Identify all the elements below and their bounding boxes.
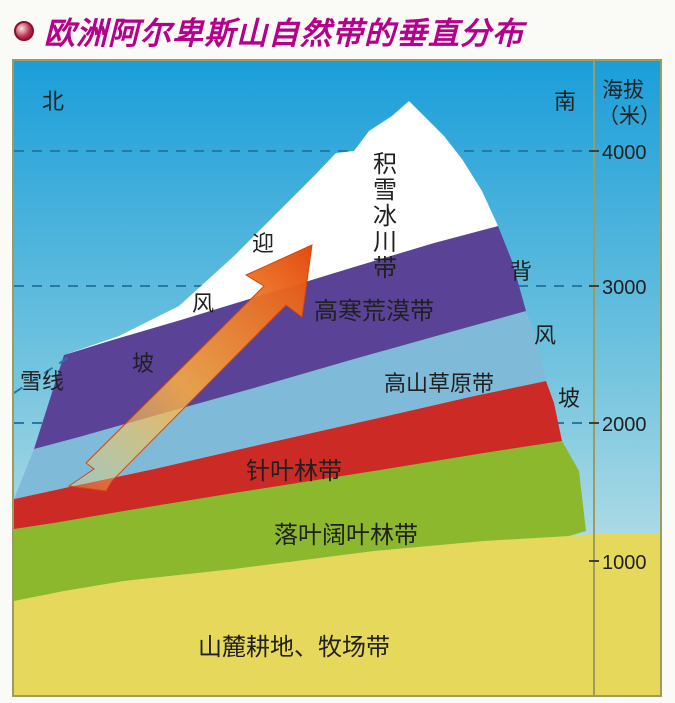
label-windward-3: 坡 (132, 351, 154, 376)
label-snowline: 雪线 (20, 369, 64, 394)
axis-title-1: 海拔 (602, 79, 644, 102)
diagram-svg: 北 南 海拔 （米） 4000 3000 2000 1000 积雪冰川带 高寒荒… (14, 61, 660, 695)
axis-title-2: （米） (598, 105, 660, 128)
label-south: 南 (554, 89, 576, 114)
zone-label-farmland: 山麓耕地、牧场带 (198, 634, 390, 661)
tick-3000: 3000 (602, 277, 647, 299)
title-bar: 欧洲阿尔卑斯山自然带的垂直分布 (0, 0, 675, 57)
zone-label-conifer: 针叶林带 (246, 458, 342, 485)
tick-2000: 2000 (602, 414, 647, 436)
label-leeward-2: 风 (534, 323, 556, 348)
diagram-frame: 北 南 海拔 （米） 4000 3000 2000 1000 积雪冰川带 高寒荒… (12, 59, 662, 697)
page-title: 欧洲阿尔卑斯山自然带的垂直分布 (44, 8, 524, 53)
label-leeward-1: 背 (510, 259, 532, 284)
zone-label-snow: 积雪冰川带 (369, 151, 397, 281)
label-north: 北 (42, 89, 64, 114)
label-leeward-3: 坡 (558, 386, 580, 411)
bullet-icon (14, 21, 34, 41)
zone-label-meadow: 高山草原带 (384, 371, 494, 396)
zone-label-broadleaf: 落叶阔叶林带 (274, 522, 418, 549)
tick-4000: 4000 (602, 142, 647, 164)
label-windward-2: 风 (192, 291, 214, 316)
zone-label-desert: 高寒荒漠带 (314, 298, 434, 325)
label-windward-1: 迎 (252, 231, 274, 256)
tick-1000: 1000 (602, 552, 647, 574)
